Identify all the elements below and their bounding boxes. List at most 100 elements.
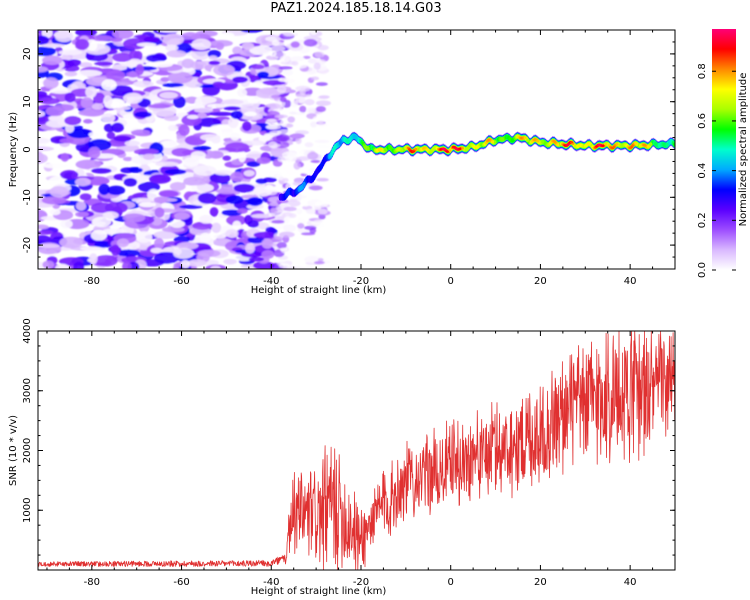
noise-blob — [38, 46, 56, 57]
noise-blob — [131, 129, 151, 137]
noise-blob — [113, 135, 132, 142]
noise-blob — [256, 157, 271, 165]
noise-blob — [199, 214, 213, 224]
noise-blob — [232, 220, 242, 231]
x-tick-label: 40 — [624, 577, 637, 588]
noise-blob — [75, 177, 91, 187]
noise-blob — [80, 97, 94, 109]
noise-blob — [242, 121, 252, 132]
noise-blob — [295, 208, 303, 215]
noise-blob — [288, 213, 297, 219]
noise-blob — [312, 206, 322, 211]
noise-blob — [42, 55, 63, 66]
noise-blob — [163, 114, 179, 122]
noise-blob — [122, 261, 132, 269]
signal-cell — [586, 142, 590, 146]
noise-blob — [236, 208, 248, 214]
signal-cell — [646, 145, 650, 149]
noise-blob — [39, 97, 60, 105]
noise-blob — [167, 124, 179, 132]
noise-blob — [305, 264, 313, 269]
signal-cell — [493, 140, 497, 144]
noise-blob — [126, 71, 140, 78]
noise-blob — [178, 124, 190, 136]
noise-blob — [287, 116, 296, 123]
noise-blob — [261, 238, 274, 249]
x-tick-label: -60 — [173, 276, 189, 287]
noise-blob — [110, 85, 133, 97]
noise-blob — [313, 62, 321, 70]
noise-blob — [279, 247, 288, 251]
noise-blob — [222, 155, 232, 161]
noise-blob — [109, 37, 123, 42]
noise-blob — [290, 41, 300, 48]
noise-blob — [211, 136, 221, 144]
y-tick-label: 20 — [22, 48, 33, 61]
noise-blob — [192, 145, 212, 151]
noise-blob — [210, 265, 221, 269]
noise-blob — [247, 236, 265, 244]
snr-series — [38, 331, 675, 570]
signal-cell — [408, 148, 412, 151]
noise-blob — [166, 50, 187, 58]
colorbar-tick-label: 0.8 — [697, 63, 708, 79]
signal-cell — [615, 142, 619, 146]
noise-blob — [38, 114, 50, 125]
noise-blob — [289, 133, 305, 139]
noise-blob — [299, 87, 306, 96]
noise-blob — [272, 235, 284, 243]
noise-blob — [291, 60, 299, 66]
noise-blob — [307, 163, 317, 167]
noise-blob — [124, 140, 140, 147]
noise-blob — [315, 172, 331, 180]
x-tick-label: -40 — [263, 276, 279, 287]
noise-blob — [153, 196, 168, 204]
noise-blob — [102, 211, 119, 220]
noise-blob — [60, 219, 73, 229]
noise-blob — [169, 220, 185, 228]
noise-blob — [310, 159, 321, 163]
noise-blob — [301, 188, 313, 196]
noise-blob — [306, 107, 317, 115]
noise-blob — [253, 231, 277, 239]
noise-blob — [79, 193, 92, 201]
noise-blob — [112, 52, 133, 62]
noise-blob — [176, 241, 199, 250]
noise-blob — [159, 91, 178, 99]
noise-blob — [212, 81, 225, 88]
noise-blob — [241, 42, 255, 50]
noise-blob — [271, 223, 284, 227]
noise-blob — [197, 249, 221, 258]
noise-blob — [209, 172, 231, 184]
noise-blob — [268, 50, 277, 57]
noise-blob — [110, 244, 121, 256]
x-tick-label: -20 — [353, 276, 369, 287]
noise-blob — [75, 38, 90, 50]
noise-blob — [316, 144, 331, 149]
noise-blob — [308, 185, 323, 191]
noise-blob — [280, 119, 288, 128]
noise-blobs — [38, 30, 331, 269]
noise-blob — [314, 200, 329, 208]
noise-blob — [215, 42, 225, 51]
noise-blob — [282, 177, 289, 183]
noise-blob — [250, 213, 273, 219]
noise-blob — [193, 165, 217, 176]
noise-blob — [59, 236, 83, 249]
noise-blob — [271, 166, 283, 171]
noise-blob — [230, 110, 244, 120]
noise-blob — [106, 131, 116, 140]
x-tick-label: -80 — [84, 577, 100, 588]
noise-blob — [116, 238, 130, 248]
noise-blob — [59, 138, 75, 144]
x-tick-label: 0 — [448, 276, 454, 287]
noise-blob — [38, 230, 54, 235]
noise-blob — [276, 129, 293, 136]
noise-blob — [282, 69, 294, 76]
x-tick-label: -60 — [173, 577, 189, 588]
signal-cell — [523, 136, 527, 140]
noise-blob — [232, 76, 248, 83]
x-tick-label: 20 — [534, 577, 547, 588]
signal-cell — [526, 138, 530, 143]
